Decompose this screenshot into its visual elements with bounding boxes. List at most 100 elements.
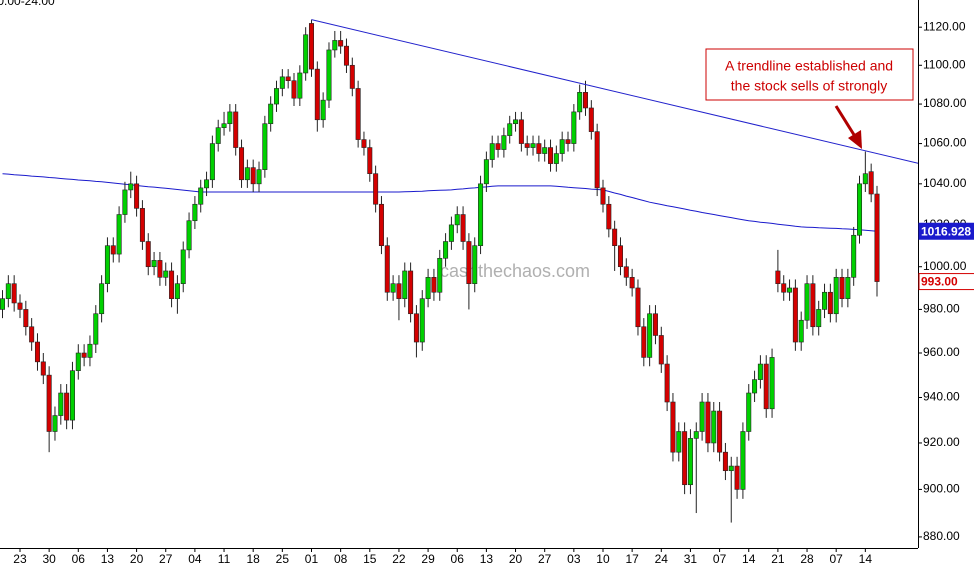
candle-body [868, 171, 874, 195]
candle [332, 30, 338, 58]
candle-body [588, 107, 594, 132]
candle [58, 384, 64, 425]
candle [151, 251, 157, 276]
candle-body [629, 277, 635, 289]
x-tick-label: 24 [655, 552, 669, 566]
candle-body [221, 123, 227, 128]
candle [291, 72, 297, 107]
candle [373, 165, 379, 213]
x-tick-label: 01 [305, 552, 319, 566]
candle [594, 123, 600, 197]
candle [524, 135, 530, 156]
candle [180, 241, 186, 293]
candle-body [396, 283, 402, 299]
candle [746, 384, 752, 441]
candle-body [670, 401, 676, 453]
candle-body [559, 139, 565, 154]
candle-body [448, 224, 454, 242]
candle-body [862, 173, 868, 185]
candle-body [384, 245, 390, 293]
y-tick-label: 880.00 [923, 529, 960, 543]
candle-body [443, 241, 449, 259]
candle [320, 92, 326, 128]
candle [839, 268, 845, 308]
candle [804, 275, 810, 329]
candle [5, 275, 11, 308]
candle-body [478, 183, 484, 246]
candle-body [64, 392, 70, 421]
candle-body [798, 319, 804, 343]
candle-body [652, 313, 658, 336]
candle [279, 69, 285, 97]
candle [763, 355, 769, 418]
candle [478, 175, 484, 255]
candle-body [460, 214, 466, 242]
candle-body [338, 40, 344, 47]
candle [157, 251, 163, 286]
candle [52, 406, 58, 441]
candle-body [419, 298, 425, 343]
candle [192, 196, 198, 230]
x-tick-label: 08 [334, 552, 348, 566]
candle-body [501, 135, 507, 150]
candle-body [687, 438, 693, 486]
candle-body [542, 147, 548, 154]
candle-body [705, 401, 711, 444]
candle-body [804, 283, 810, 321]
x-tick-label: 18 [247, 552, 261, 566]
annotation-text: A trendline established and [725, 58, 893, 74]
candle-body [763, 363, 769, 410]
candle-body [827, 291, 833, 315]
y-tick-label: 1080.00 [923, 96, 967, 110]
candle-body [157, 260, 163, 278]
candle-body [303, 34, 309, 74]
candle-body [250, 167, 256, 185]
candle-body [658, 335, 664, 365]
candle-body [274, 88, 280, 105]
x-tick-label: 17 [625, 552, 639, 566]
candle [536, 135, 542, 162]
candle [577, 84, 583, 120]
candle [221, 111, 227, 136]
candle [810, 275, 816, 336]
candle-body [93, 313, 99, 345]
candle-body [431, 277, 437, 293]
candle [676, 422, 682, 462]
candle-body [757, 363, 763, 380]
candle [40, 353, 46, 385]
annotation-box [705, 48, 914, 101]
candle-body [839, 277, 845, 299]
x-tick-label: 13 [101, 552, 115, 566]
candle-body [186, 220, 192, 251]
candle [489, 135, 495, 168]
candle-body [192, 203, 198, 222]
candle [559, 131, 565, 162]
candle [495, 135, 501, 158]
candle-body [617, 245, 623, 268]
x-tick-label: 13 [480, 552, 494, 566]
candle [186, 212, 192, 259]
candle-body [180, 249, 186, 285]
candle [408, 262, 414, 323]
candle [233, 104, 239, 156]
candle-body [198, 187, 204, 205]
y-tick-label: 900.00 [923, 482, 960, 496]
candle-body [99, 283, 105, 315]
candle [204, 171, 210, 197]
candle-body [466, 241, 472, 285]
candle [128, 171, 134, 199]
subtitle: ,0.00-24.00 [0, 0, 55, 8]
candle [11, 275, 17, 312]
candle [851, 226, 857, 286]
candle [23, 300, 29, 336]
candle [390, 275, 396, 301]
candle-body [571, 111, 577, 144]
candle [647, 305, 653, 367]
candle-body [40, 361, 46, 376]
candle-body [0, 298, 5, 310]
candle-body [600, 187, 606, 205]
candle-body [437, 257, 443, 293]
candle-body [816, 309, 822, 328]
x-tick-label: 07 [830, 552, 844, 566]
candle-body [279, 76, 285, 89]
